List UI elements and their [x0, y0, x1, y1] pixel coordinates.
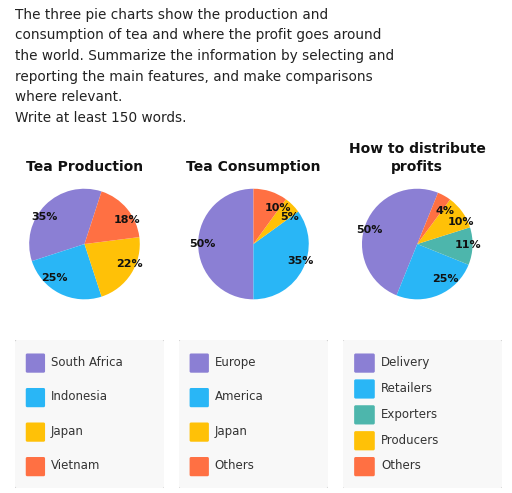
Title: Tea Production: Tea Production: [26, 160, 143, 174]
Text: Others: Others: [215, 459, 254, 472]
Text: 18%: 18%: [114, 215, 140, 225]
Text: 35%: 35%: [287, 256, 313, 266]
FancyBboxPatch shape: [189, 423, 209, 442]
Wedge shape: [362, 189, 438, 295]
Text: Producers: Producers: [381, 433, 439, 447]
FancyBboxPatch shape: [189, 457, 209, 476]
FancyBboxPatch shape: [354, 405, 375, 424]
Text: 11%: 11%: [455, 241, 481, 250]
Title: How to distribute
profits: How to distribute profits: [349, 142, 486, 174]
Wedge shape: [417, 193, 450, 244]
Text: Indonesia: Indonesia: [51, 390, 108, 403]
Wedge shape: [32, 244, 101, 299]
FancyBboxPatch shape: [26, 388, 45, 407]
FancyBboxPatch shape: [26, 353, 45, 373]
FancyBboxPatch shape: [178, 339, 329, 490]
Wedge shape: [397, 244, 468, 299]
Text: 35%: 35%: [32, 212, 58, 222]
Text: Others: Others: [381, 459, 421, 472]
Text: The three pie charts show the production and
consumption of tea and where the pr: The three pie charts show the production…: [15, 8, 394, 125]
Text: 25%: 25%: [432, 274, 458, 283]
Title: Tea Consumption: Tea Consumption: [186, 160, 321, 174]
FancyBboxPatch shape: [354, 353, 375, 373]
Wedge shape: [198, 189, 253, 299]
Text: Europe: Europe: [215, 356, 257, 369]
Text: Vietnam: Vietnam: [51, 459, 100, 472]
Wedge shape: [253, 189, 286, 244]
Text: 10%: 10%: [265, 203, 291, 213]
FancyBboxPatch shape: [14, 339, 165, 490]
Text: South Africa: South Africa: [51, 356, 123, 369]
Wedge shape: [84, 237, 140, 297]
Text: Japan: Japan: [215, 425, 248, 438]
Text: 4%: 4%: [436, 206, 455, 216]
FancyBboxPatch shape: [189, 388, 209, 407]
FancyBboxPatch shape: [342, 339, 503, 490]
Wedge shape: [253, 199, 298, 244]
Text: Retailers: Retailers: [381, 382, 433, 395]
Text: 10%: 10%: [448, 217, 474, 227]
Text: 5%: 5%: [280, 212, 299, 222]
FancyBboxPatch shape: [189, 353, 209, 373]
FancyBboxPatch shape: [26, 457, 45, 476]
Text: 22%: 22%: [116, 259, 143, 269]
Wedge shape: [417, 200, 470, 244]
FancyBboxPatch shape: [354, 431, 375, 451]
FancyBboxPatch shape: [354, 457, 375, 476]
Text: 25%: 25%: [41, 273, 68, 282]
Text: 50%: 50%: [356, 225, 382, 235]
Wedge shape: [417, 227, 473, 265]
Text: Japan: Japan: [51, 425, 84, 438]
FancyBboxPatch shape: [354, 380, 375, 398]
FancyBboxPatch shape: [26, 423, 45, 442]
Text: Exporters: Exporters: [381, 408, 438, 421]
Wedge shape: [84, 191, 139, 244]
Text: Delivery: Delivery: [381, 356, 431, 369]
Wedge shape: [29, 189, 101, 261]
Wedge shape: [253, 211, 309, 299]
Text: America: America: [215, 390, 264, 403]
Text: 50%: 50%: [189, 239, 216, 249]
